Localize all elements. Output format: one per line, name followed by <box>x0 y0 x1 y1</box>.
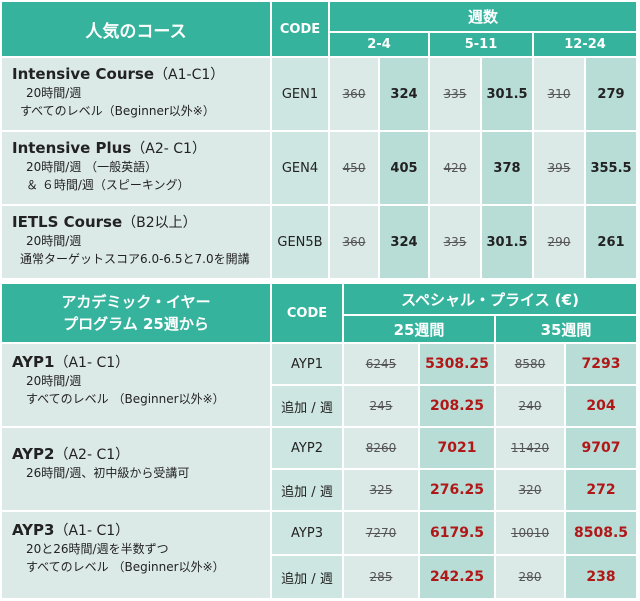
course-desc: すべてのレベル（Beginner以外※） <box>20 104 215 118</box>
program-desc: 20と26時間/週を半数ずつ <box>26 542 169 556</box>
course-desc: 20時間/週 <box>26 86 82 100</box>
special-price: 272 <box>566 470 636 510</box>
program-code: 追加 / 週 <box>272 556 342 598</box>
program-code: 追加 / 週 <box>272 386 342 426</box>
old-price: 360 <box>330 58 378 130</box>
program-code: AYP3 <box>272 512 342 554</box>
course-name: Intensive Plus <box>12 139 132 157</box>
program-cell: AYP1（A1- C1） 20時間/週 すべてのレベル （Beginner以外※… <box>2 344 270 426</box>
old-price: 240 <box>496 386 564 426</box>
header-code: CODE <box>272 2 328 56</box>
special-price: 6179.5 <box>420 512 494 554</box>
course-name: Intensive Course <box>12 65 155 83</box>
new-price: 324 <box>380 58 428 130</box>
program-desc: 26時間/週、初中級から受講可 <box>26 466 190 480</box>
course-code: GEN4 <box>272 132 328 204</box>
new-price: 324 <box>380 206 428 278</box>
course-level: （A1-C1） <box>154 67 225 83</box>
course-code: GEN5B <box>272 206 328 278</box>
old-price: 325 <box>344 470 418 510</box>
old-price: 6245 <box>344 344 418 384</box>
header-week-range: 12-24 <box>534 33 636 56</box>
old-price: 245 <box>344 386 418 426</box>
new-price: 261 <box>586 206 636 278</box>
special-price: 9707 <box>566 428 636 468</box>
program-name: AYP1 <box>12 353 55 371</box>
table-row: Intensive Course（A1-C1） 20時間/週 すべてのレベル（B… <box>2 58 270 130</box>
course-desc: ＆ ６時間/週（スピーキング） <box>26 178 190 192</box>
special-price: 276.25 <box>420 470 494 510</box>
special-price: 7293 <box>566 344 636 384</box>
program-name: AYP2 <box>12 445 55 463</box>
header-program-line2: プログラム 25週から <box>63 315 209 333</box>
old-price: 360 <box>330 206 378 278</box>
old-price: 320 <box>496 470 564 510</box>
program-desc: すべてのレベル （Beginner以外※） <box>26 560 225 574</box>
new-price: 301.5 <box>482 58 532 130</box>
header-program: アカデミック・イヤー プログラム 25週から <box>2 284 270 342</box>
old-price: 11420 <box>496 428 564 468</box>
old-price: 10010 <box>496 512 564 554</box>
special-price: 8508.5 <box>566 512 636 554</box>
header-special-price: スペシャル・プライス (€) <box>344 284 636 314</box>
course-code: GEN1 <box>272 58 328 130</box>
program-code: AYP1 <box>272 344 342 384</box>
old-price: 290 <box>534 206 584 278</box>
special-price: 204 <box>566 386 636 426</box>
course-level: （B2以上） <box>122 215 197 231</box>
special-price: 242.25 <box>420 556 494 598</box>
header-week-col: 35週間 <box>496 316 636 342</box>
program-cell: AYP2（A2- C1） 26時間/週、初中級から受講可 <box>2 428 270 510</box>
special-price: 5308.25 <box>420 344 494 384</box>
program-code: AYP2 <box>272 428 342 468</box>
program-cell: AYP3（A1- C1） 20と26時間/週を半数ずつ すべてのレベル （Beg… <box>2 512 270 598</box>
program-name: AYP3 <box>12 521 55 539</box>
old-price: 395 <box>534 132 584 204</box>
old-price: 335 <box>430 206 480 278</box>
new-price: 355.5 <box>586 132 636 204</box>
course-desc: 20時間/週 （一般英語） <box>26 160 158 174</box>
program-desc: 20時間/週 <box>26 374 82 388</box>
special-price: 208.25 <box>420 386 494 426</box>
old-price: 420 <box>430 132 480 204</box>
program-level: （A2- C1） <box>54 447 130 463</box>
program-code: 追加 / 週 <box>272 470 342 510</box>
program-level: （A1- C1） <box>54 523 130 539</box>
program-desc: すべてのレベル （Beginner以外※） <box>26 392 225 406</box>
special-price: 238 <box>566 556 636 598</box>
header-week-range: 2-4 <box>330 33 428 56</box>
old-price: 335 <box>430 58 480 130</box>
table-row: Intensive Plus（A2- C1） 20時間/週 （一般英語） ＆ ６… <box>2 132 270 204</box>
old-price: 280 <box>496 556 564 598</box>
new-price: 301.5 <box>482 206 532 278</box>
header-program-line1: アカデミック・イヤー <box>61 293 211 311</box>
course-level: （A2- C1） <box>131 141 206 157</box>
course-desc: 通常ターゲットスコア6.0-6.5と7.0を開講 <box>20 252 250 266</box>
new-price: 405 <box>380 132 428 204</box>
header-week-range: 5-11 <box>430 33 532 56</box>
old-price: 450 <box>330 132 378 204</box>
new-price: 378 <box>482 132 532 204</box>
course-desc: 20時間/週 <box>26 234 82 248</box>
header-code: CODE <box>272 284 342 342</box>
header-weeks: 週数 <box>330 2 636 31</box>
header-week-col: 25週間 <box>344 316 494 342</box>
header-course: 人気のコース <box>2 2 270 56</box>
program-level: （A1- C1） <box>54 355 130 371</box>
new-price: 279 <box>586 58 636 130</box>
course-name: IETLS Course <box>12 213 123 231</box>
table-row: IETLS Course（B2以上） 20時間/週 通常ターゲットスコア6.0-… <box>2 206 270 278</box>
special-price: 7021 <box>420 428 494 468</box>
old-price: 7270 <box>344 512 418 554</box>
old-price: 310 <box>534 58 584 130</box>
old-price: 8580 <box>496 344 564 384</box>
old-price: 8260 <box>344 428 418 468</box>
old-price: 285 <box>344 556 418 598</box>
